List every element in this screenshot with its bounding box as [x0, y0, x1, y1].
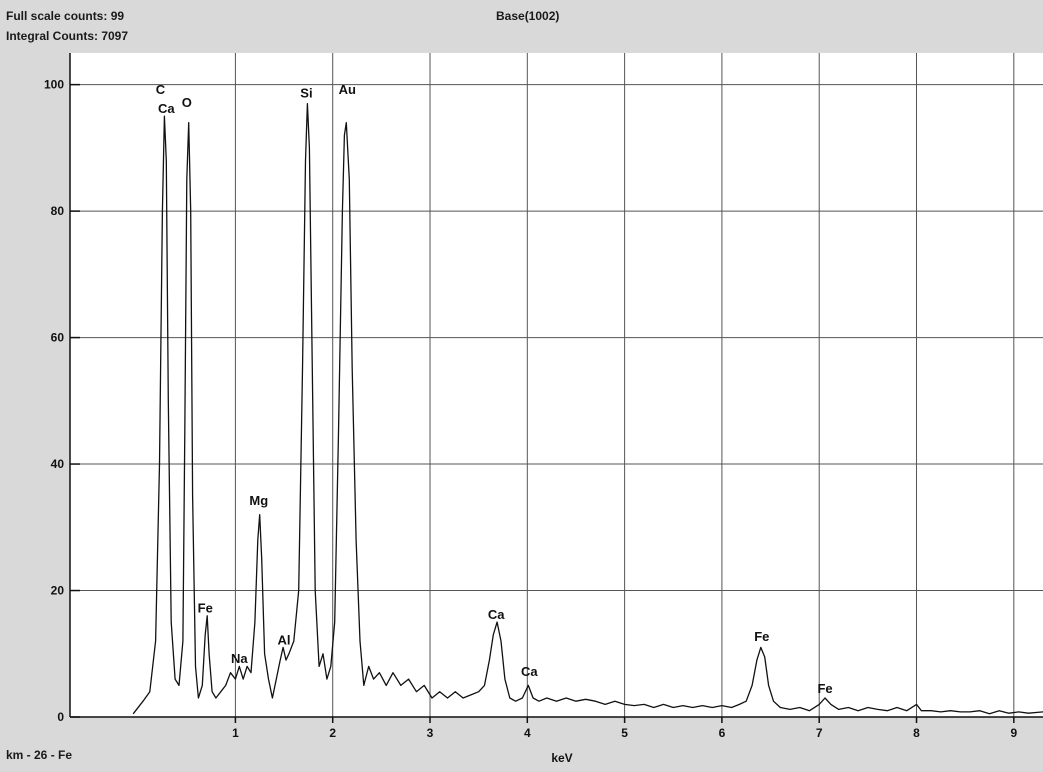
y-tick-label: 20: [51, 584, 65, 598]
x-tick-label: 3: [427, 726, 434, 740]
y-tick-label: 0: [57, 710, 64, 724]
peak-label-fe: Fe: [817, 681, 832, 696]
y-tick-label: 100: [44, 78, 64, 92]
sample-name: km - 26 - Fe: [6, 748, 73, 762]
peak-label-ca: Ca: [158, 101, 175, 116]
spectrum-title: Base(1002): [496, 9, 560, 23]
plot-area: [70, 53, 1043, 717]
peak-label-c: C: [156, 82, 166, 97]
x-tick-label: 8: [913, 726, 920, 740]
axes: 1 2 3 4 5 6 7 8 9 0 20 40 60 80 100: [44, 53, 1043, 740]
peak-label-al: Al: [278, 632, 291, 647]
x-tick-label: 6: [719, 726, 726, 740]
x-tick-label: 4: [524, 726, 531, 740]
x-tick-label: 5: [621, 726, 628, 740]
peak-label-mg: Mg: [249, 493, 268, 508]
peak-label-si: Si: [300, 85, 312, 100]
x-tick-label: 2: [329, 726, 336, 740]
peak-label-fe: Fe: [198, 601, 213, 616]
x-tick-label: 1: [232, 726, 239, 740]
y-tick-label: 40: [51, 457, 65, 471]
spectrum-trace: [132, 102, 1043, 715]
y-tick-label: 60: [51, 331, 65, 345]
full-scale-counts: Full scale counts: 99: [6, 9, 125, 23]
y-tick-label: 80: [51, 204, 65, 218]
integral-counts: Integral Counts: 7097: [6, 29, 129, 43]
peak-label-ca: Ca: [488, 607, 505, 622]
peak-label-fe: Fe: [754, 629, 769, 644]
peak-label-na: Na: [231, 651, 248, 666]
x-axis-label: keV: [551, 751, 572, 765]
peak-label-o: O: [182, 95, 192, 110]
peak-labels: C Ca O Fe Na Mg Al Si Au Ca Ca Fe Fe: [156, 82, 833, 696]
x-tick-label: 9: [1010, 726, 1017, 740]
peak-label-au: Au: [339, 82, 356, 97]
x-tick-label: 7: [816, 726, 823, 740]
peak-label-ca: Ca: [521, 664, 538, 679]
spectrum-trace-group: [132, 102, 1043, 715]
